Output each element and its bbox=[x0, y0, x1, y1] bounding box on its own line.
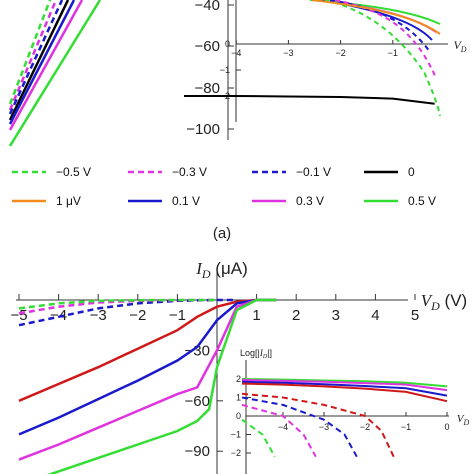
y-tick-label: −100 bbox=[186, 121, 220, 138]
series-line bbox=[18, 298, 237, 327]
series-line bbox=[8, 0, 76, 125]
legend: −0.5 V −0.3 V −0.1 V 0 1 μV 0.1 V 0.3 V 0.5 V bbox=[12, 165, 436, 208]
y-tick-label: −90 bbox=[185, 443, 210, 460]
x-tick-label: −4 bbox=[278, 422, 288, 432]
legend-label: 1 μV bbox=[56, 194, 81, 208]
x-tick-label: −5 bbox=[10, 307, 27, 324]
y-tick-label: −1 bbox=[231, 430, 241, 440]
x-tick-label: −4 bbox=[50, 307, 67, 324]
series-line bbox=[184, 95, 435, 105]
inset-y-label: Log[|ID|] bbox=[240, 348, 272, 360]
series-line bbox=[241, 418, 276, 458]
x-tick-label: 5 bbox=[411, 307, 419, 324]
y-tick-label: 2 bbox=[236, 374, 241, 384]
series-line bbox=[8, 0, 58, 111]
series-line bbox=[8, 0, 70, 121]
legend-label: 0.3 V bbox=[296, 194, 324, 208]
x-tick-label: 3 bbox=[332, 307, 340, 324]
x-tick-label: −3 bbox=[90, 307, 107, 324]
series-line bbox=[311, 0, 441, 35]
y-tick-label: −2 bbox=[231, 448, 241, 458]
y-tick-label: −80 bbox=[195, 80, 220, 97]
top-inset-chart: VD−4 −3 −2 −10−1−2 bbox=[184, 0, 467, 122]
legend-label: −0.5 V bbox=[56, 165, 91, 179]
series-line bbox=[8, 0, 52, 105]
x-tick-label: −1 bbox=[401, 422, 411, 432]
y-tick-label: 1 bbox=[236, 393, 241, 403]
x-tick-label: −4 bbox=[231, 48, 241, 58]
x-axis-label: VD (V) bbox=[421, 291, 467, 313]
series-line bbox=[47, 298, 277, 474]
x-tick-label: −3 bbox=[319, 422, 329, 432]
series-line bbox=[241, 378, 448, 392]
legend-label: −0.1 V bbox=[296, 165, 331, 179]
inset-x-label: VD bbox=[453, 38, 466, 54]
series-line bbox=[241, 392, 395, 458]
x-tick-label: −1 bbox=[388, 48, 398, 58]
series-line bbox=[241, 403, 317, 458]
caption: (a) bbox=[213, 225, 231, 242]
x-tick-label: −1 bbox=[169, 307, 186, 324]
x-tick-label: −2 bbox=[335, 48, 345, 58]
y-tick-label: 0 bbox=[225, 39, 230, 49]
series-line bbox=[241, 378, 448, 388]
series-line bbox=[8, 0, 64, 115]
x-tick-label: 2 bbox=[292, 307, 300, 324]
series-line bbox=[334, 0, 437, 79]
x-tick-label: 4 bbox=[371, 307, 379, 324]
y-tick-label: 0 bbox=[236, 411, 241, 421]
series-line bbox=[18, 298, 277, 461]
x-tick-label: −2 bbox=[360, 422, 370, 432]
legend-label: 0.5 V bbox=[408, 194, 436, 208]
x-tick-label: −2 bbox=[129, 307, 146, 324]
x-tick-label: −3 bbox=[283, 48, 293, 58]
top-main-chart: −40 −60 −80 −100 bbox=[8, 0, 234, 147]
series-line bbox=[18, 298, 277, 436]
series-line bbox=[8, 0, 84, 131]
y-axis-label: ID (μA) bbox=[195, 259, 248, 281]
x-tick-label: 1 bbox=[252, 307, 260, 324]
y-tick-label: −30 bbox=[185, 342, 210, 359]
x-tick-label: 0 bbox=[444, 422, 449, 432]
series-line bbox=[241, 396, 358, 458]
series-line bbox=[324, 0, 441, 117]
y-tick-label: −60 bbox=[185, 393, 210, 410]
series-line bbox=[241, 380, 448, 397]
y-tick-label: −1 bbox=[220, 65, 230, 75]
series-line bbox=[18, 298, 217, 310]
inset-x-label: VD bbox=[457, 413, 470, 427]
series-line bbox=[8, 0, 102, 147]
bottom-inset-chart: Log[|ID|] VD −4 −3 −2 −1 0 2 1 0 −1 −2 bbox=[228, 342, 474, 474]
y-tick-label: −40 bbox=[195, 0, 220, 14]
y-tick-label: −60 bbox=[195, 38, 220, 55]
bottom-main-chart: ID (μA)VD (V)−5 −4 −3 −2 −1 1 2 3 4 5−30−60−90 bbox=[10, 259, 467, 474]
inset-background bbox=[228, 342, 474, 474]
series-line bbox=[329, 0, 431, 53]
series-line bbox=[241, 382, 448, 403]
legend-label: 0 bbox=[408, 165, 415, 179]
legend-label: −0.3 V bbox=[172, 165, 207, 179]
legend-label: 0.1 V bbox=[172, 194, 200, 208]
